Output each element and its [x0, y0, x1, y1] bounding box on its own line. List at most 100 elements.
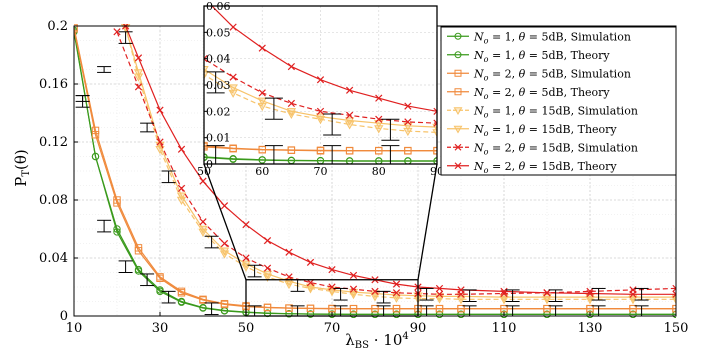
data-point: [404, 102, 412, 110]
errorbar: [376, 290, 391, 304]
data-point-stroke: [177, 184, 186, 193]
data-point: [433, 107, 437, 115]
data-point: [228, 89, 238, 98]
data-point-stroke: [349, 285, 358, 293]
data-point-stroke: [672, 290, 676, 296]
series-line: [125, 27, 676, 300]
data-point: [177, 145, 186, 153]
data-point: [404, 157, 412, 164]
x-tick-label: 90: [410, 321, 427, 336]
inset-errorbar: [264, 145, 283, 164]
data-point-stroke: [349, 271, 358, 280]
data-point: [586, 289, 594, 298]
data-point-stroke: [433, 122, 437, 127]
inset-y-tick-label: 0.02: [206, 105, 231, 118]
x-tick-label: 50: [238, 321, 255, 336]
data-point: [220, 202, 229, 210]
inset-x-tick-label: 80: [372, 165, 386, 178]
errorbar: [634, 287, 649, 301]
inset-y-tick-label: 0.05: [206, 26, 231, 39]
series-line: [204, 144, 437, 152]
x-tick-label: 10: [66, 321, 83, 336]
legend-box: [440, 26, 677, 176]
data-point: [55, 37, 61, 43]
legend-label: No = 2, θ = 15dB, Simulation: [473, 141, 638, 156]
inset-y-tick-label: 0.04: [206, 53, 231, 66]
data-point: [285, 304, 293, 312]
data-point-stroke: [263, 236, 272, 245]
data-point: [629, 290, 637, 298]
data-point: [257, 102, 267, 112]
data-point-stroke: [346, 111, 354, 119]
data-point: [286, 108, 297, 117]
data-point: [258, 156, 266, 164]
zoom-connector: [203, 163, 247, 280]
x-tick-label: 130: [578, 321, 603, 336]
inset-errorbar: [323, 113, 342, 136]
y-tick-label: 0.12: [39, 135, 68, 150]
inset-x-tick-label: 70: [314, 165, 328, 178]
data-point: [285, 248, 293, 256]
data-point: [306, 304, 315, 313]
data-point-stroke: [454, 162, 462, 170]
inset-errorbar: [381, 145, 400, 164]
errorbar: [161, 170, 176, 184]
data-point-stroke: [672, 284, 676, 290]
legend-entry: No = 2, θ = 5dB, Simulation: [447, 67, 631, 82]
data-point: [371, 304, 379, 313]
data-point: [328, 283, 336, 291]
data-point: [671, 293, 676, 303]
data-point-stroke: [134, 83, 143, 91]
data-point: [543, 310, 551, 318]
errorbar: [204, 235, 219, 249]
data-point: [586, 310, 594, 318]
errorbar: [75, 95, 90, 102]
errorbar: [204, 302, 219, 316]
data-point-stroke: [204, 57, 208, 63]
data-point: [204, 55, 208, 63]
data-point-stroke: [543, 289, 551, 297]
data-point-stroke: [242, 221, 250, 229]
data-point: [156, 273, 164, 281]
data-point-stroke: [229, 23, 237, 31]
data-point: [374, 125, 384, 134]
data-point-stroke: [454, 143, 462, 151]
data-point: [432, 129, 437, 138]
errorbar: [591, 287, 606, 301]
series-line: [204, 68, 437, 128]
data-point-stroke: [435, 290, 444, 298]
y-tick-label: 0: [60, 309, 68, 324]
main-axes: 10 30 50 70 90 110 130 150 0 0.04 0.08 0.12 0.16 0.2: [39, 19, 688, 336]
data-point: [345, 157, 354, 164]
errorbar: [247, 264, 262, 278]
inset-errorbar: [206, 145, 225, 164]
errorbar: [140, 122, 155, 133]
data-point: [177, 297, 186, 306]
data-point: [457, 286, 465, 294]
data-point-stroke: [316, 107, 325, 115]
data-point: [542, 293, 552, 303]
data-point: [500, 304, 508, 313]
data-point-stroke: [258, 44, 266, 52]
data-point-stroke: [457, 286, 465, 294]
data-point-stroke: [156, 106, 164, 114]
data-point: [199, 218, 207, 226]
errorbar: [333, 287, 348, 301]
legend-label: No = 1, θ = 15dB, Theory: [473, 123, 617, 138]
data-point-stroke: [346, 86, 354, 94]
data-point-stroke: [672, 287, 676, 293]
data-point-stroke: [199, 218, 207, 226]
series-7: [211, 6, 437, 115]
zoom-indicator: [203, 163, 438, 317]
series-3: [74, 24, 676, 313]
data-point: [262, 270, 273, 279]
legend-label: No = 2, θ = 5dB, Theory: [473, 86, 610, 101]
data-point: [263, 303, 272, 312]
x-tick-label: 30: [152, 321, 169, 336]
data-point: [671, 296, 676, 305]
data-point: [242, 221, 250, 229]
data-point: [258, 44, 266, 52]
data-point-stroke: [177, 145, 186, 153]
data-point: [176, 192, 187, 201]
data-point: [543, 289, 551, 297]
